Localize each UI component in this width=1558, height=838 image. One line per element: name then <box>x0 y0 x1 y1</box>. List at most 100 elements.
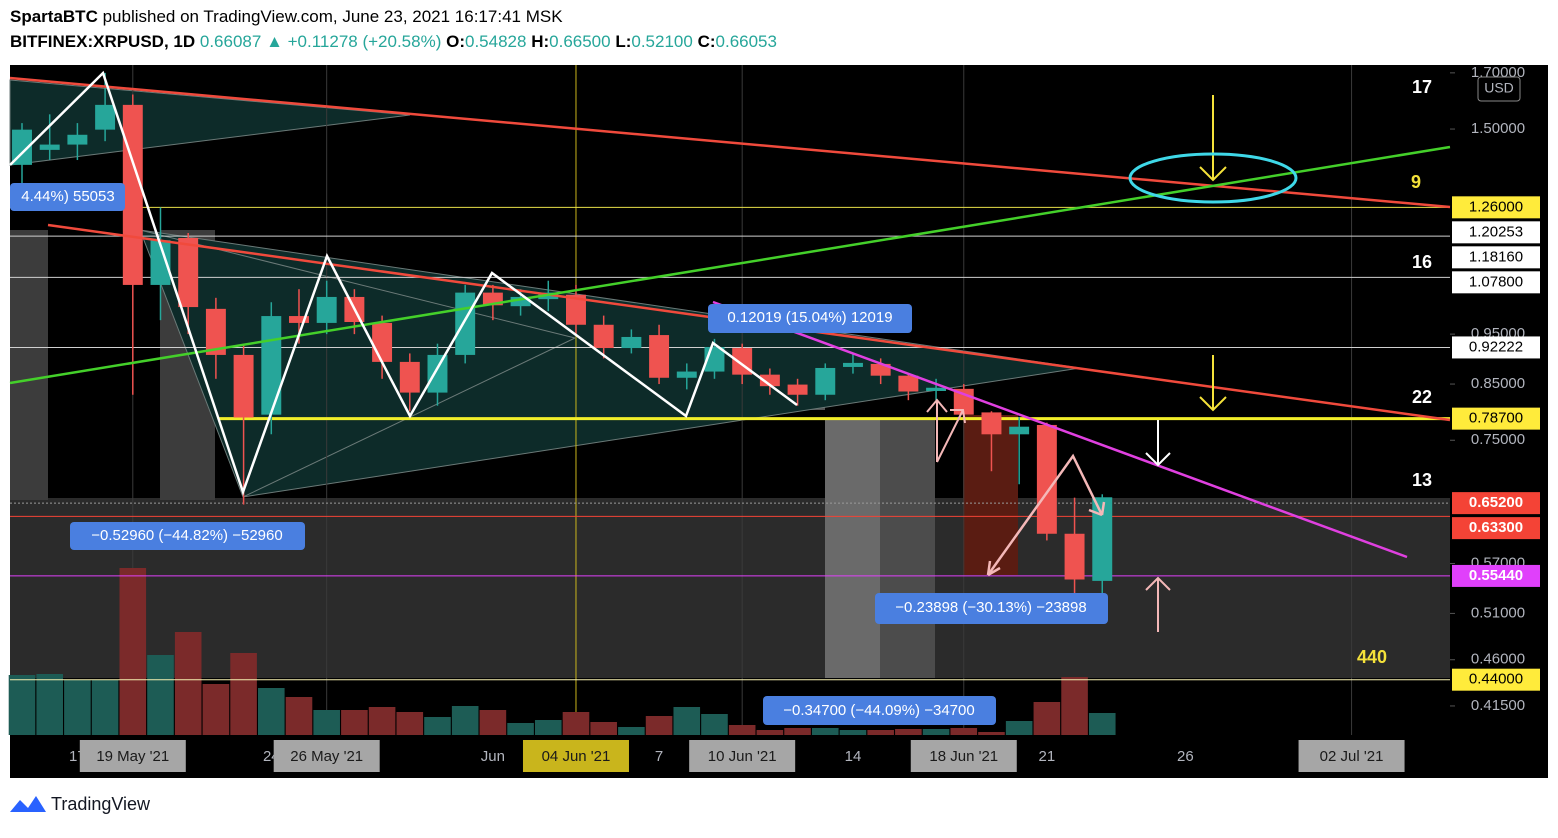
annotation: 16 <box>1412 252 1432 272</box>
zone <box>10 230 48 500</box>
volume-bar <box>784 728 811 735</box>
ohlc-value: 0.52100 <box>631 32 692 51</box>
level-tag <box>1452 492 1540 515</box>
volume-bar <box>728 725 756 735</box>
measure-label: 0.12019 (15.04%) 12019 <box>727 309 892 326</box>
volume-bar <box>36 674 63 735</box>
candle-body <box>898 375 919 392</box>
y-tick-label: 0.46000 <box>1471 651 1525 668</box>
candle-body <box>566 294 586 325</box>
candle-body <box>787 384 808 395</box>
candle-body <box>926 387 947 391</box>
candle-body <box>1064 533 1085 580</box>
candle-body <box>649 335 670 378</box>
volume-bar <box>978 732 1005 735</box>
y-tick-label: 0.85000 <box>1471 375 1525 392</box>
x-tick-box <box>522 740 629 772</box>
candle-body <box>372 322 393 362</box>
candle-body <box>455 292 476 355</box>
volume-bar <box>8 675 36 735</box>
measure-label: 4.44%) 55053 <box>21 188 114 205</box>
x-tick-box <box>689 740 796 772</box>
level-tag <box>1452 564 1540 587</box>
volume-bar <box>1088 713 1116 735</box>
measure-box: −0.34700 (−44.09%) −34700 <box>763 696 996 725</box>
measure-label: −0.23898 (−30.13%) −23898 <box>895 599 1086 616</box>
volume-bar <box>368 707 396 735</box>
level-tag <box>1452 517 1540 540</box>
trend-line <box>712 300 1408 559</box>
candle-body <box>67 134 88 145</box>
trend-line <box>9 145 1451 385</box>
volume-bar <box>257 688 285 735</box>
arrow <box>1145 420 1171 467</box>
level-tag <box>1452 336 1540 359</box>
y-tick-label: 1.50000 <box>1471 120 1525 137</box>
ohlc-value: 0.54828 <box>465 32 526 51</box>
volume-bar <box>396 712 424 735</box>
volume-bar <box>867 730 894 735</box>
y-tick-label: 0.75000 <box>1471 431 1525 448</box>
candle-body <box>1036 424 1057 534</box>
published: published on TradingView.com, June 23, 2… <box>103 7 564 26</box>
level-label: 0.44000 <box>1469 671 1523 688</box>
candle-body <box>12 129 32 165</box>
arrow <box>1145 576 1171 632</box>
arrow <box>1199 95 1227 412</box>
author: SpartaBTC <box>10 7 98 26</box>
x-tick-box <box>79 740 186 772</box>
candle-body <box>399 361 420 393</box>
candle-body <box>122 104 143 285</box>
x-tick-label: 02 Jul '21 <box>1320 748 1384 765</box>
measure-box: 4.44%) 55053 <box>10 183 125 211</box>
candle-body <box>205 308 226 355</box>
annotation: 13 <box>1412 470 1432 490</box>
zone <box>825 420 880 678</box>
measure-box: −0.52960 (−44.82%) −52960 <box>70 522 305 550</box>
candle-body <box>1092 497 1113 581</box>
measure-label: −0.52960 (−44.82%) −52960 <box>91 527 282 544</box>
x-tick-label: 26 May '21 <box>290 748 363 765</box>
x-tick-label: 26 <box>1177 748 1194 765</box>
candle-body <box>815 367 836 395</box>
x-tick-label: 18 Jun '21 <box>929 748 998 765</box>
currency-box[interactable] <box>1477 76 1521 102</box>
ohlc-label: H: <box>531 32 549 51</box>
x-tick-box <box>1298 740 1405 772</box>
volume-bar <box>285 697 313 735</box>
volume-bar <box>673 707 701 735</box>
volume-bar <box>424 717 451 735</box>
x-tick-label: 7 <box>655 748 663 765</box>
level-label: 0.63300 <box>1469 519 1523 536</box>
volume-bar <box>1033 702 1061 735</box>
measure-box: −0.23898 (−30.13%) −23898 <box>875 593 1108 624</box>
candle-body <box>261 316 282 415</box>
volume-bar <box>230 653 257 735</box>
volume-bar <box>534 720 562 735</box>
last-price: 0.66087 <box>200 32 261 51</box>
candle-body <box>316 296 337 323</box>
level-label: 1.20253 <box>1469 223 1523 240</box>
candle-body <box>870 363 891 376</box>
candle-body <box>981 412 1002 435</box>
candle-body <box>95 104 116 130</box>
volume-bar <box>895 729 922 735</box>
volume-bar <box>147 655 174 735</box>
volume-bar <box>341 710 368 735</box>
level-tag <box>1452 221 1540 244</box>
volume-bar <box>1061 677 1088 735</box>
triangle-zone <box>9 79 411 166</box>
change: +0.11278 (+20.58%) <box>288 32 442 51</box>
volume-bar <box>811 728 839 735</box>
volume-bar <box>91 680 119 735</box>
candle-body <box>427 354 448 393</box>
volume-bar <box>922 729 950 735</box>
candle-body <box>150 240 171 285</box>
x-tick-label: 04 Jun '21 <box>542 748 611 765</box>
level-label: 1.18160 <box>1469 248 1523 265</box>
ohlc-value: 0.66500 <box>549 32 610 51</box>
volume-bar <box>174 632 202 735</box>
volume-bar <box>313 710 340 735</box>
volume-bar <box>507 723 534 735</box>
level-label: 0.65200 <box>1469 494 1523 511</box>
